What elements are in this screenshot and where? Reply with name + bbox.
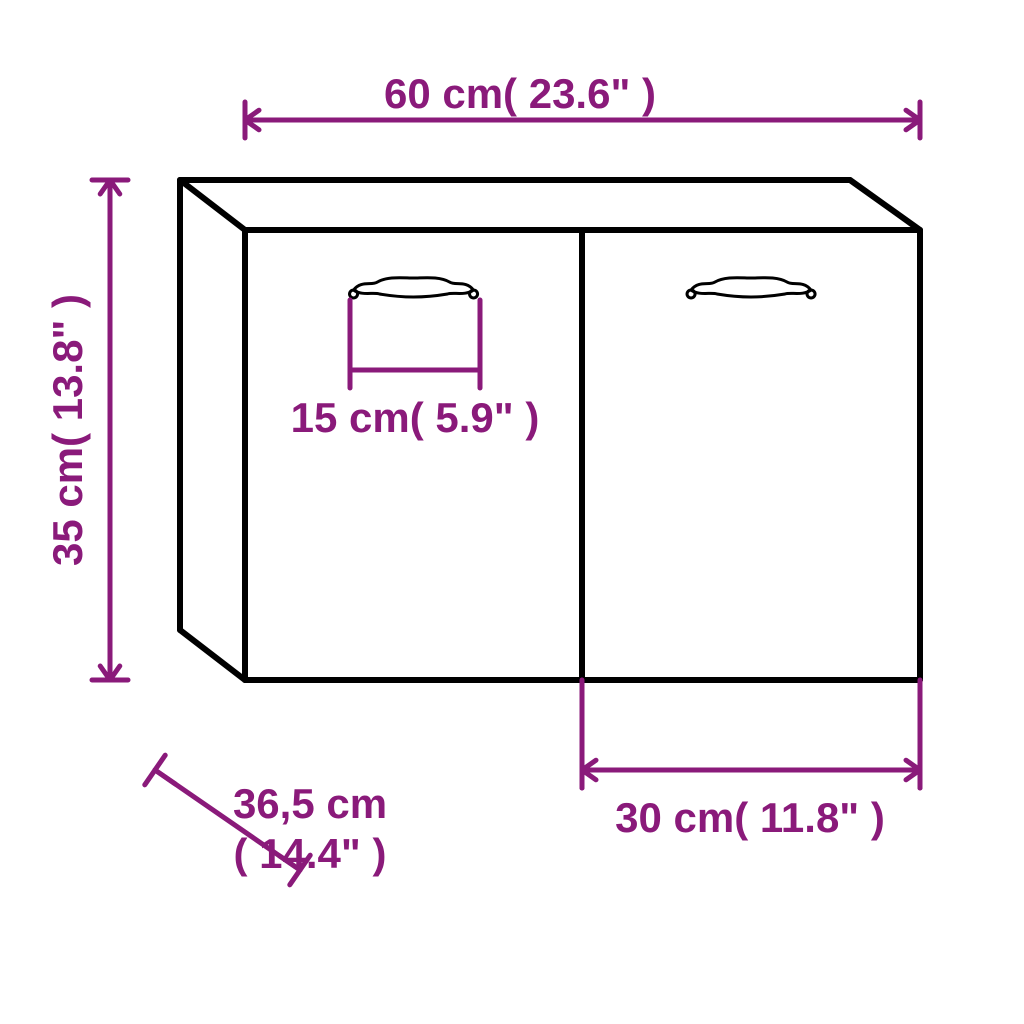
- dimension-height-label: 35 cm( 13.8" ): [44, 294, 91, 566]
- dimension-depth-label-in: ( 14.4" ): [234, 830, 387, 877]
- handle-left-icon: [354, 278, 474, 297]
- dimension-handle-label: 15 cm( 5.9" ): [291, 394, 540, 441]
- handle-right-icon: [691, 278, 811, 297]
- dimension-width-label: 60 cm( 23.6" ): [384, 70, 656, 117]
- dimension-depth-label-cm: 36,5 cm: [233, 780, 387, 827]
- dimension-door-label: 30 cm( 11.8" ): [615, 794, 885, 841]
